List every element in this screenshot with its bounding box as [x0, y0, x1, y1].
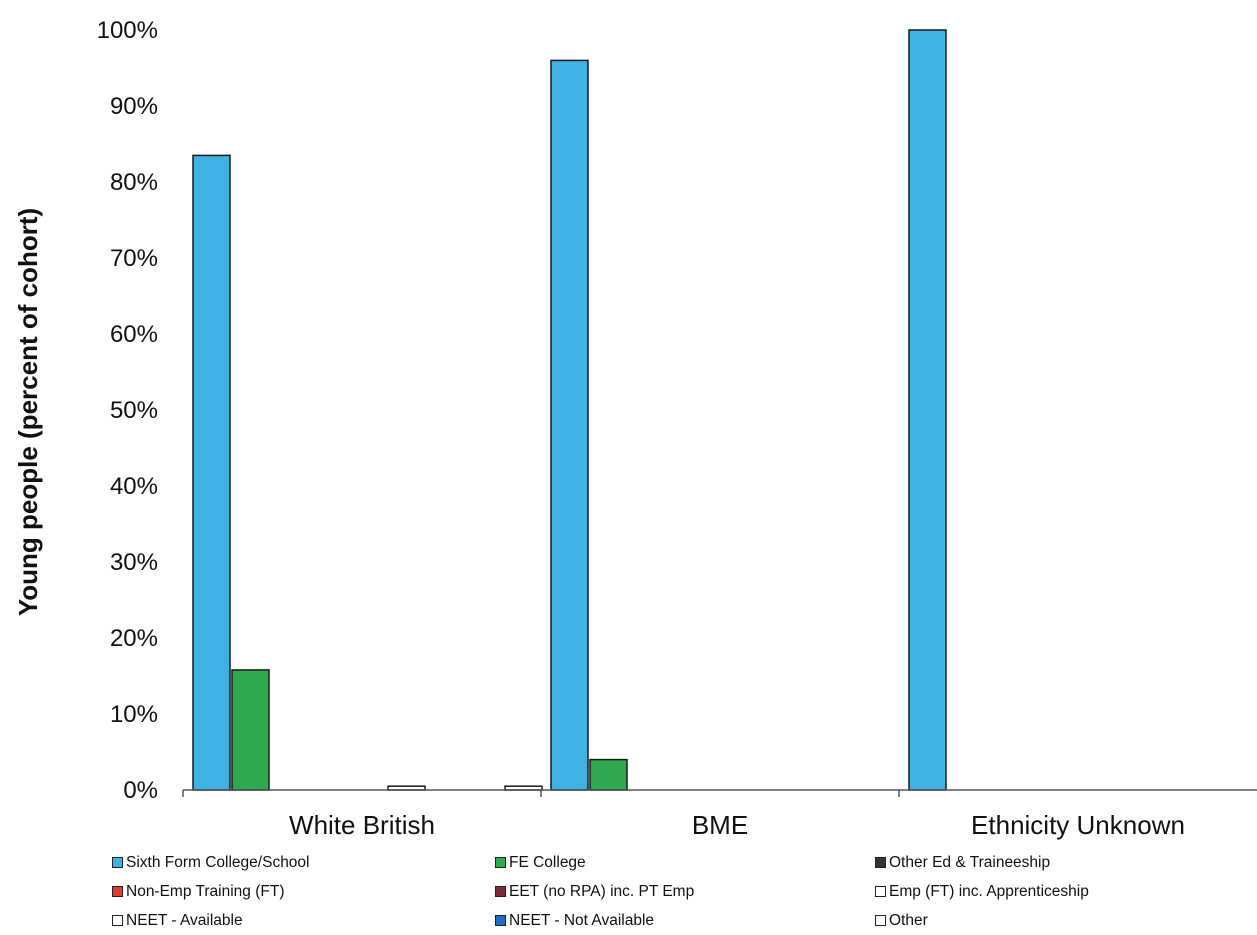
legend-item: Sixth Form College/School: [112, 848, 495, 877]
chart-legend: Sixth Form College/School FE College Other…: [112, 848, 1252, 929]
legend-swatch: [875, 886, 886, 897]
bar-fe-college-bme: [589, 758, 628, 791]
y-tick-label: 90%: [110, 93, 158, 120]
legend-item: NEET - Not Available: [495, 906, 875, 935]
y-tick-label: 100%: [97, 17, 158, 44]
legend-swatch: [875, 857, 886, 868]
y-tick-label: 80%: [110, 169, 158, 196]
legend-label: Other: [889, 911, 928, 929]
legend-label: Other Ed & Traineeship: [889, 853, 1051, 871]
y-tick-label: 10%: [110, 701, 158, 728]
legend-item: Other Ed & Traineeship: [875, 848, 1252, 877]
legend-swatch: [875, 915, 886, 926]
category-label: Ethnicity Unknown: [971, 810, 1185, 840]
legend-swatch: [495, 857, 506, 868]
legend-label: Non-Emp Training (FT): [126, 882, 285, 900]
bar-sixth-form-college-school-white-british: [192, 154, 231, 791]
legend-label: EET (no RPA) inc. PT Emp: [509, 882, 695, 900]
bar-sixth-form-college-school-ethnicity-unknown: [908, 29, 947, 791]
legend-swatch: [112, 915, 123, 926]
legend-label: FE College: [509, 853, 586, 871]
y-tick-label: 0%: [123, 777, 158, 804]
legend-label: Emp (FT) inc. Apprenticeship: [889, 882, 1089, 900]
category-label: White British: [289, 810, 435, 840]
y-tick-label: 70%: [110, 245, 158, 272]
legend-label: Sixth Form College/School: [126, 853, 310, 871]
y-tick-label: 40%: [110, 473, 158, 500]
y-tick-label: 50%: [110, 397, 158, 424]
legend-item: FE College: [495, 848, 875, 877]
y-tick-label: 20%: [110, 625, 158, 652]
legend-item: EET (no RPA) inc. PT Emp: [495, 877, 875, 906]
legend-item: Emp (FT) inc. Apprenticeship: [875, 877, 1252, 906]
bar-chart: Young people (percent of cohort) 0% 10% 20…: [13, 17, 1257, 840]
legend-swatch: [112, 857, 123, 868]
y-axis-label: Young people (percent of cohort): [13, 208, 43, 616]
legend-item: NEET - Available: [112, 906, 495, 935]
legend-label: NEET - Available: [126, 911, 243, 929]
y-tick-label: 30%: [110, 549, 158, 576]
legend-item: Non-Emp Training (FT): [112, 877, 495, 906]
legend-label: NEET - Not Available: [509, 911, 655, 929]
legend-swatch: [495, 915, 506, 926]
legend-swatch: [112, 886, 123, 897]
y-tick-label: 60%: [110, 321, 158, 348]
bar-sixth-form-college-school-bme: [550, 59, 589, 791]
legend-swatch: [495, 886, 506, 897]
legend-item: Other: [875, 906, 1252, 935]
bar-fe-college-white-british: [231, 669, 270, 791]
category-label: BME: [692, 810, 748, 840]
